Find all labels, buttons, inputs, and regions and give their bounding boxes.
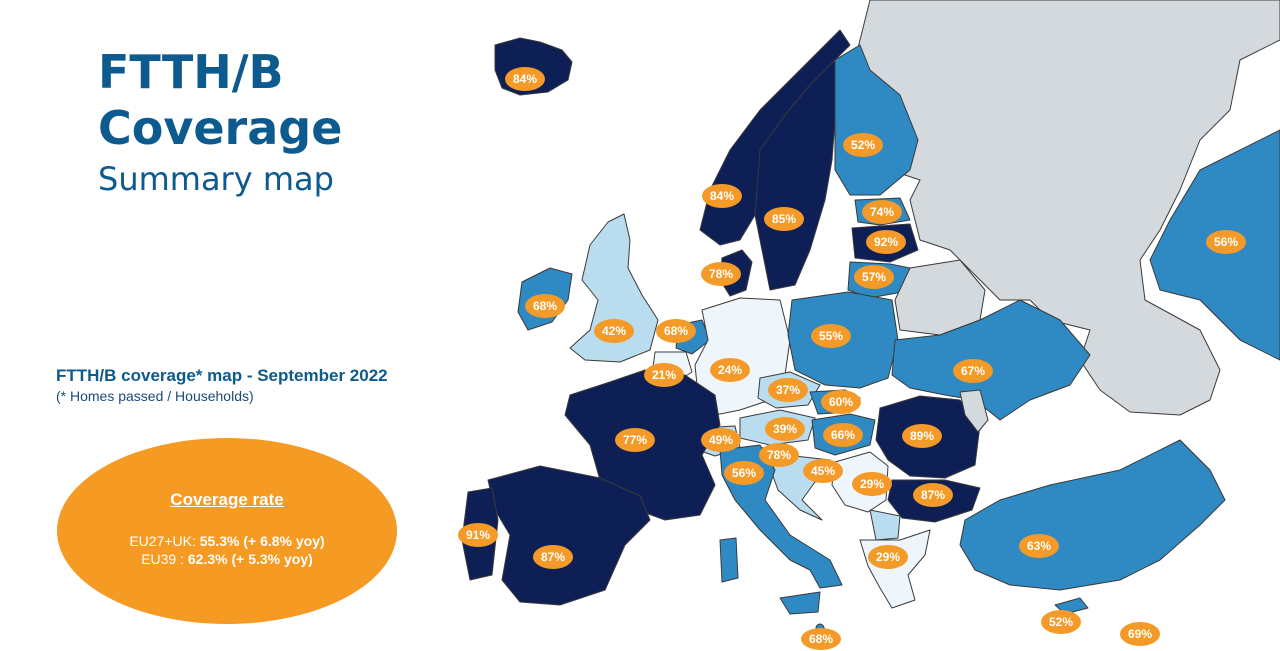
- label-slovakia: 60%: [821, 390, 861, 414]
- label-malta-text: 68%: [809, 632, 833, 646]
- label-iceland: 84%: [505, 67, 545, 91]
- region-finland: [834, 44, 919, 196]
- label-slovakia-text: 60%: [829, 395, 853, 409]
- region-turkey: [959, 439, 1226, 591]
- label-slovenia-text: 78%: [767, 448, 791, 462]
- label-serbia-text: 29%: [860, 477, 884, 491]
- label-iceland-text: 84%: [513, 72, 537, 86]
- label-finland-text: 52%: [851, 138, 875, 152]
- label-ukraine-text: 67%: [961, 364, 985, 378]
- map-caption-heading: FTTH/B coverage* map - September 2022: [56, 366, 388, 385]
- label-sweden-text: 85%: [772, 212, 796, 226]
- coverage-rate-panel: Coverage rate EU27+UK: 55.3% (+ 6.8% yoy…: [57, 438, 397, 624]
- page-title: FTTH/B Coverage Summary map: [98, 44, 342, 200]
- label-sweden: 85%: [764, 207, 804, 231]
- label-slovenia: 78%: [759, 443, 799, 467]
- label-serbia: 29%: [852, 472, 892, 496]
- label-czechia-text: 37%: [776, 383, 800, 397]
- label-germany: 24%: [710, 358, 750, 382]
- region-spain: [487, 465, 651, 606]
- label-spain-text: 87%: [541, 550, 565, 564]
- europe-coverage-map: 84% 52% 84% 85% 74% 92% 57% 56% 78% 68% …: [458, 0, 1280, 650]
- label-denmark: 78%: [701, 262, 741, 286]
- region-sweden: [754, 59, 846, 291]
- label-croatia-text: 45%: [811, 464, 835, 478]
- label-france-text: 77%: [623, 433, 647, 447]
- coverage-labels: 84% 52% 84% 85% 74% 92% 57% 56% 78% 68% …: [458, 67, 1246, 650]
- coverage-eu39-label: EU39 :: [141, 551, 188, 567]
- map-caption: FTTH/B coverage* map - September 2022 (*…: [56, 366, 388, 404]
- region-uk: [569, 213, 659, 363]
- label-uk: 42%: [594, 319, 634, 343]
- label-switzerland: 49%: [701, 428, 741, 452]
- label-austria: 39%: [765, 417, 805, 441]
- label-ireland-text: 68%: [533, 299, 557, 313]
- label-ireland: 68%: [525, 294, 565, 318]
- label-italy: 56%: [724, 461, 764, 485]
- coverage-eu39-row: EU39 : 62.3% (+ 5.3% yoy): [57, 550, 397, 568]
- label-netherlands-text: 68%: [664, 324, 688, 338]
- label-lithuania-text: 57%: [862, 270, 886, 284]
- label-netherlands: 68%: [656, 319, 696, 343]
- label-romania: 89%: [902, 424, 942, 448]
- label-hungary-text: 66%: [831, 428, 855, 442]
- label-austria-text: 39%: [773, 422, 797, 436]
- label-turkey-text: 63%: [1027, 539, 1051, 553]
- label-germany-text: 24%: [718, 363, 742, 377]
- label-france: 77%: [615, 428, 655, 452]
- label-norway: 84%: [702, 184, 742, 208]
- label-czechia: 37%: [768, 378, 808, 402]
- label-croatia: 45%: [803, 459, 843, 483]
- label-portugal: 91%: [458, 523, 498, 547]
- region-moldova: [959, 389, 989, 433]
- coverage-eu39-value: 62.3% (+ 5.3% yoy): [187, 551, 313, 567]
- title-subtitle: Summary map: [98, 160, 334, 198]
- label-estonia: 74%: [862, 200, 902, 224]
- label-denmark-text: 78%: [709, 267, 733, 281]
- label-kazakhstan: 56%: [1206, 230, 1246, 254]
- coverage-eu27-label: EU27+UK:: [129, 533, 200, 549]
- label-latvia-text: 92%: [874, 235, 898, 249]
- label-kazakhstan-text: 56%: [1214, 235, 1238, 249]
- label-finland: 52%: [843, 133, 883, 157]
- coverage-eu27-row: EU27+UK: 55.3% (+ 6.8% yoy): [57, 532, 397, 550]
- label-portugal-text: 91%: [466, 528, 490, 542]
- label-hungary: 66%: [823, 423, 863, 447]
- label-cyprus-text: 52%: [1049, 615, 1073, 629]
- label-estonia-text: 74%: [870, 205, 894, 219]
- label-norway-text: 84%: [710, 189, 734, 203]
- label-spain: 87%: [533, 545, 573, 569]
- title-line-1: FTTH/B: [98, 45, 284, 99]
- region-sicily: [779, 591, 821, 615]
- label-uk-text: 42%: [602, 324, 626, 338]
- region-ukraine: [891, 299, 1091, 421]
- label-bulgaria-text: 87%: [921, 488, 945, 502]
- label-poland-text: 55%: [819, 329, 843, 343]
- label-israel: 69%: [1120, 622, 1160, 646]
- coverage-rate-title: Coverage rate: [170, 490, 284, 509]
- label-switzerland-text: 49%: [709, 433, 733, 447]
- label-malta: 68%: [801, 628, 841, 650]
- label-bulgaria: 87%: [913, 483, 953, 507]
- label-greece: 29%: [868, 545, 908, 569]
- label-belgium: 21%: [644, 363, 684, 387]
- label-ukraine: 67%: [953, 359, 993, 383]
- label-belgium-text: 21%: [652, 368, 676, 382]
- map-caption-note: (* Homes passed / Households): [56, 388, 254, 404]
- label-turkey: 63%: [1019, 534, 1059, 558]
- title-line-2: Coverage: [98, 101, 343, 155]
- region-greece: [859, 529, 931, 609]
- label-greece-text: 29%: [876, 550, 900, 564]
- label-latvia: 92%: [866, 230, 906, 254]
- label-romania-text: 89%: [910, 429, 934, 443]
- label-poland: 55%: [811, 324, 851, 348]
- label-cyprus: 52%: [1041, 610, 1081, 634]
- label-israel-text: 69%: [1128, 627, 1152, 641]
- region-sardinia: [719, 537, 739, 583]
- label-italy-text: 56%: [732, 466, 756, 480]
- coverage-eu27-value: 55.3% (+ 6.8% yoy): [199, 533, 325, 549]
- label-lithuania: 57%: [854, 265, 894, 289]
- region-north-macedonia: [869, 509, 901, 541]
